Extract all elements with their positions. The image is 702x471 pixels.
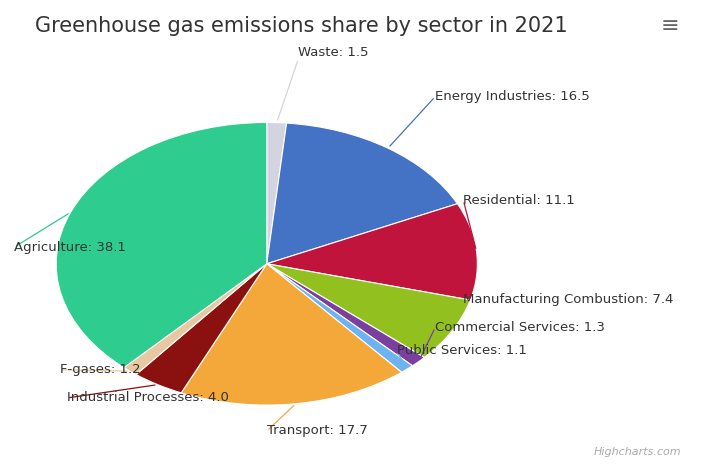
Wedge shape xyxy=(267,264,413,372)
Wedge shape xyxy=(267,264,470,357)
Wedge shape xyxy=(124,264,267,374)
Text: Waste: 1.5: Waste: 1.5 xyxy=(298,46,369,59)
Wedge shape xyxy=(136,264,267,393)
Wedge shape xyxy=(267,264,425,366)
Text: Residential: 11.1: Residential: 11.1 xyxy=(463,194,575,207)
Wedge shape xyxy=(267,122,286,264)
Text: Industrial Processes: 4.0: Industrial Processes: 4.0 xyxy=(67,391,229,405)
Wedge shape xyxy=(267,123,458,264)
Text: ≡: ≡ xyxy=(661,16,680,36)
Text: Transport: 17.7: Transport: 17.7 xyxy=(267,424,368,438)
Wedge shape xyxy=(267,204,477,300)
Wedge shape xyxy=(181,264,402,405)
Text: Greenhouse gas emissions share by sector in 2021: Greenhouse gas emissions share by sector… xyxy=(35,16,568,36)
Text: Manufacturing Combustion: 7.4: Manufacturing Combustion: 7.4 xyxy=(463,292,674,306)
Text: Commercial Services: 1.3: Commercial Services: 1.3 xyxy=(435,321,605,334)
Text: Energy Industries: 16.5: Energy Industries: 16.5 xyxy=(435,90,590,103)
Text: Public Services: 1.1: Public Services: 1.1 xyxy=(397,344,526,357)
Text: Highcharts.com: Highcharts.com xyxy=(593,447,681,457)
Text: Agriculture: 38.1: Agriculture: 38.1 xyxy=(14,241,126,254)
Wedge shape xyxy=(56,122,267,367)
Text: F-gases: 1.2: F-gases: 1.2 xyxy=(60,363,140,376)
